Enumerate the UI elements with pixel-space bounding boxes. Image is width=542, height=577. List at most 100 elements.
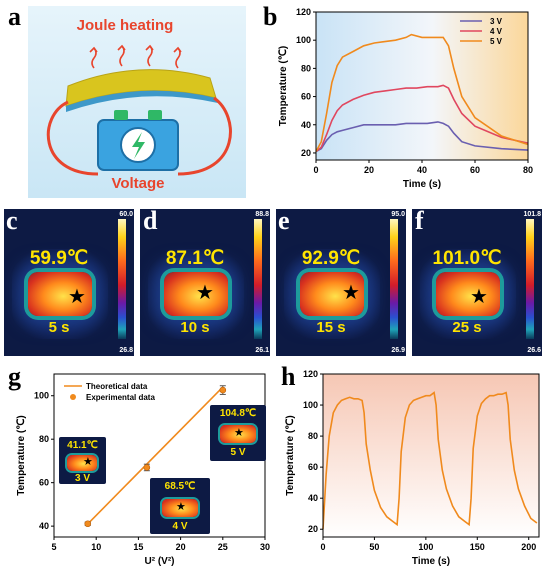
star-marker-icon: ★ (68, 286, 86, 308)
chart-h-ytick-label: 100 (303, 400, 318, 410)
ir-scale-min: 26.9 (391, 347, 405, 354)
chart-b-xlabel: Time (s) (403, 179, 441, 190)
chart-g-theoretical-line (87, 386, 224, 525)
chart-g-xtick-label: 5 (51, 542, 56, 552)
chart-b-ytick-label: 100 (296, 35, 311, 45)
star-marker-icon: ★ (470, 286, 488, 308)
panel-label-c: c (6, 206, 18, 235)
ir-image-f: 101.0℃ ★ 25 s 101.8 26.6 (412, 209, 542, 356)
chart-h-xtick-label: 50 (369, 542, 379, 552)
chart-h-series-line (322, 391, 538, 530)
chart-h-xtick-label: 150 (470, 542, 485, 552)
chart-g-ytick-label: 100 (34, 391, 49, 401)
ir-scale-min: 26.6 (527, 347, 541, 354)
ir-temp: 59.9℃ (29, 248, 89, 269)
chart-b-xtick-label: 60 (470, 165, 480, 175)
wire-right (177, 96, 232, 176)
chart-g-ytick-label: 60 (39, 478, 49, 488)
chart-h-plot-area (323, 374, 539, 537)
chart-h-ytick-label: 60 (308, 462, 318, 472)
panel-label-f: f (415, 206, 424, 235)
star-marker-icon: ★ (196, 282, 214, 304)
chart-b-ytick-label: 60 (301, 92, 311, 102)
thumb-temp: 68.5℃ (164, 481, 196, 492)
thumb-5v: 104.8℃ ★ 5 V (210, 405, 266, 461)
chart-h-xlabel: Time (s) (412, 556, 450, 567)
panel-label-a: a (8, 2, 21, 31)
chart-g-ytick-label: 40 (39, 521, 49, 531)
chart-g-xtick-label: 15 (133, 542, 143, 552)
chart-g-xtick-label: 25 (218, 542, 228, 552)
star-marker-icon: ★ (83, 456, 93, 468)
substrate-layer (66, 90, 218, 112)
ir-temp: 92.9℃ (301, 248, 361, 269)
chart-b-legend-label: 4 V (490, 27, 503, 36)
chart-h-ytick-label: 20 (308, 524, 318, 534)
ir-temp: 101.0℃ (432, 248, 502, 269)
ir-colorbar (254, 219, 262, 339)
chart-g-point (219, 386, 227, 394)
thumb-volt: 3 V (74, 473, 90, 484)
ir-colorbar (118, 219, 126, 339)
ir-scale-max: 101.8 (523, 211, 541, 218)
heat-wave-icons (89, 44, 182, 69)
panel-label-b: b (263, 2, 278, 31)
chart-b-ytick-label: 20 (301, 148, 311, 158)
chart-h-xtick-label: 200 (521, 542, 536, 552)
chart-b-legend-label: 5 V (490, 37, 503, 46)
chart-b-legend-label: 3 V (490, 17, 503, 26)
chart-b-series-line (315, 121, 529, 153)
thumb-volt: 5 V (230, 447, 246, 458)
chart-g-legend-swatch (70, 394, 76, 400)
chart-g: 5 10 15 20 25 30 40 60 80 100 Theoretical data Exp… (16, 373, 270, 567)
schematic-voltage-label: Voltage (111, 175, 164, 192)
chart-g-legend-label: Theoretical data (86, 382, 148, 391)
thumb-hot-zone (220, 425, 256, 443)
panel-label-g: g (8, 362, 21, 391)
thumb-temp: 104.8℃ (219, 408, 257, 419)
panel-label-d: d (143, 206, 158, 235)
thumb-temp: 41.1℃ (67, 440, 98, 451)
chart-g-xlabel: U² (V²) (145, 556, 175, 567)
chart-h: 0 50 100 150 200 20 40 60 80 100 120 Time (s) Temp… (285, 369, 540, 567)
ir-scale-max: 88.8 (255, 211, 269, 218)
ir-hot-zone (300, 272, 364, 316)
ir-time: 15 s (316, 319, 346, 336)
ir-scale-min: 26.1 (255, 347, 269, 354)
battery-terminal-left (114, 110, 128, 120)
chart-g-xtick-label: 10 (91, 542, 101, 552)
chart-g-xtick-label: 20 (176, 542, 186, 552)
ir-scale-max: 95.0 (391, 211, 405, 218)
ir-colorbar (526, 219, 534, 339)
thumb-3v: 41.1℃ ★ 3 V (59, 437, 106, 484)
schematic-drawing: Joule heating Voltage (46, 17, 232, 192)
battery-terminal-right (148, 110, 162, 120)
thumb-4v: 68.5℃ ★ 4 V (150, 478, 210, 534)
chart-b-xtick-label: 80 (523, 165, 533, 175)
chart-b-series-line (315, 84, 529, 153)
chart-b-series-line (315, 33, 529, 152)
thumb-hot-zone (67, 455, 97, 471)
thumb-hot-zone (162, 499, 198, 517)
ir-time: 10 s (180, 319, 210, 336)
chart-h-frame (322, 373, 540, 538)
panel-label-e: e (278, 206, 290, 235)
ir-image-c: 59.9℃ ★ 5 s 60.0 26.8 (4, 209, 134, 356)
chart-g-point (84, 520, 92, 528)
panel-label-h: h (281, 362, 296, 391)
chart-g-xtick-label: 30 (260, 542, 270, 552)
thumb-volt: 4 V (172, 521, 188, 532)
chart-g-ytick-label: 80 (39, 434, 49, 444)
chart-b-xtick-label: 20 (364, 165, 374, 175)
ir-image-d: 87.1℃ ★ 10 s 88.8 26.1 (140, 209, 270, 356)
wire-left (46, 100, 99, 176)
chart-h-ytick-label: 40 (308, 493, 318, 503)
chart-h-xtick-label: 100 (418, 542, 433, 552)
chart-b-xtick-label: 0 (313, 165, 318, 175)
ir-hot-zone (164, 272, 228, 316)
ir-time: 25 s (452, 319, 482, 336)
chart-g-ylabel: Temperature (℃) (16, 415, 27, 496)
chart-h-xtick-label: 0 (320, 542, 325, 552)
chart-b-ytick-label: 80 (301, 63, 311, 73)
